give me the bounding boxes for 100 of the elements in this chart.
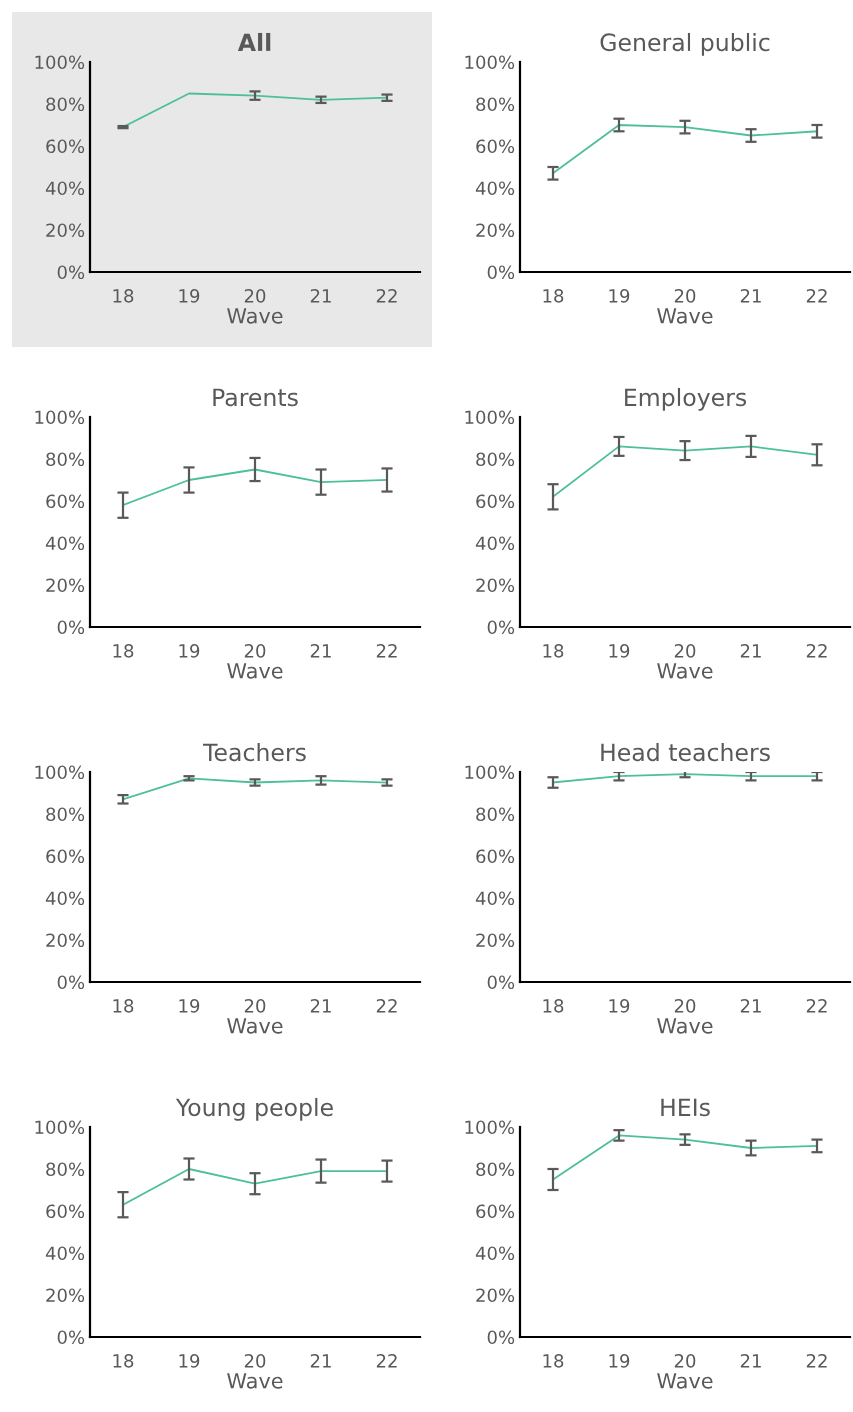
y-tick-label: 80%: [476, 807, 515, 822]
x-tick-label: 18: [543, 288, 564, 303]
y-tick-label: 100%: [35, 410, 85, 425]
chart-title: Employers: [625, 387, 747, 411]
y-tick-label: 60%: [46, 849, 85, 864]
y-tick-label: 40%: [45, 181, 85, 196]
x-tick-label: 22: [376, 643, 397, 658]
x-tick-label: 21: [310, 1353, 331, 1368]
x-tick-label: 21: [740, 998, 761, 1013]
x-tick-label: 21: [310, 288, 331, 303]
x-tick-label: 19: [179, 1353, 200, 1368]
y-tick-label: 20%: [476, 223, 515, 238]
chart-title: HEIs: [661, 1098, 710, 1117]
y-tick-label: 40%: [475, 1246, 515, 1261]
x-tick-label: 19: [609, 288, 630, 303]
y-tick-label: 20%: [46, 578, 85, 593]
x-tick-label: 18: [543, 998, 564, 1013]
x-tick-label: 22: [376, 288, 397, 303]
x-axis-title: Wave: [657, 308, 713, 324]
x-axis-title: Wave: [227, 663, 283, 679]
x-tick-label: 20: [244, 1353, 266, 1368]
x-tick-label: 20: [244, 643, 266, 658]
x-tick-label: 22: [806, 998, 827, 1013]
y-tick-label: 0%: [487, 265, 515, 280]
x-tick-label: 21: [740, 1353, 761, 1368]
x-axis-title: Wave: [227, 1373, 283, 1389]
chart-title: Young people: [175, 1097, 333, 1121]
y-tick-label: 20%: [46, 933, 85, 948]
x-tick-label: 18: [113, 998, 134, 1013]
y-tick-label: 60%: [46, 494, 85, 509]
x-tick-label: 20: [674, 998, 696, 1013]
y-tick-label: 80%: [46, 97, 85, 112]
x-tick-label: 21: [740, 288, 761, 303]
y-tick-label: 40%: [45, 1246, 85, 1261]
y-tick-label: 0%: [487, 1330, 515, 1345]
y-tick-label: 80%: [46, 807, 85, 822]
y-tick-label: 60%: [476, 1204, 515, 1219]
y-tick-label: 80%: [476, 97, 515, 112]
x-tick-label: 19: [609, 998, 630, 1013]
x-tick-label: 18: [543, 643, 564, 658]
x-tick-label: 18: [113, 1353, 134, 1368]
x-tick-label: 20: [244, 288, 266, 303]
y-tick-label: 40%: [475, 181, 515, 196]
x-axis-title: Wave: [227, 1018, 283, 1034]
y-tick-label: 80%: [46, 452, 85, 467]
x-tick-label: 19: [609, 1353, 630, 1368]
y-tick-label: 40%: [475, 536, 515, 551]
x-tick-label: 18: [113, 288, 134, 303]
y-tick-label: 100%: [35, 55, 85, 70]
x-tick-label: 21: [310, 643, 331, 658]
y-tick-label: 20%: [476, 1288, 515, 1303]
chart-title: All: [237, 32, 271, 51]
y-tick-label: 20%: [476, 933, 515, 948]
x-tick-label: 20: [674, 288, 696, 303]
y-tick-label: 60%: [46, 139, 85, 154]
x-axis-title: Wave: [657, 1018, 713, 1034]
y-tick-label: 100%: [465, 55, 515, 70]
y-tick-label: 20%: [46, 223, 85, 238]
y-tick-label: 60%: [476, 139, 515, 154]
y-tick-label: 100%: [465, 1120, 515, 1135]
y-tick-label: 40%: [475, 891, 515, 906]
x-tick-label: 19: [179, 998, 200, 1013]
chart-title: General public: [600, 32, 770, 56]
y-tick-label: 100%: [465, 410, 515, 425]
x-tick-label: 20: [674, 1353, 696, 1368]
y-tick-label: 80%: [476, 452, 515, 467]
y-tick-label: 20%: [46, 1288, 85, 1303]
chart-title: Head teachers: [601, 742, 770, 762]
y-tick-label: 100%: [465, 765, 515, 780]
x-tick-label: 20: [674, 643, 696, 658]
y-tick-label: 0%: [57, 620, 85, 635]
x-tick-label: 22: [806, 643, 827, 658]
y-tick-label: 0%: [487, 975, 515, 990]
y-tick-label: 0%: [57, 265, 85, 280]
x-tick-label: 22: [806, 288, 827, 303]
x-axis-title: Wave: [227, 308, 283, 324]
x-tick-label: 22: [376, 1353, 397, 1368]
y-tick-label: 60%: [476, 849, 515, 864]
x-tick-label: 18: [113, 643, 134, 658]
x-tick-label: 18: [543, 1353, 564, 1368]
chart-title: Parents: [213, 388, 298, 407]
x-axis-title: Wave: [657, 1373, 713, 1389]
y-tick-label: 0%: [57, 1330, 85, 1345]
y-tick-label: 40%: [45, 536, 85, 551]
x-tick-label: 21: [740, 643, 761, 658]
x-tick-label: 19: [179, 643, 200, 658]
chart-title: Teachers: [202, 742, 306, 762]
y-tick-label: 60%: [476, 494, 515, 509]
y-tick-label: 20%: [476, 578, 515, 593]
y-tick-label: 40%: [45, 891, 85, 906]
y-tick-label: 0%: [487, 620, 515, 635]
x-tick-label: 22: [376, 998, 397, 1013]
y-tick-label: 60%: [46, 1204, 85, 1219]
x-tick-label: 20: [244, 998, 266, 1013]
x-tick-label: 22: [806, 1353, 827, 1368]
x-tick-label: 21: [310, 998, 331, 1013]
x-tick-label: 19: [179, 288, 200, 303]
y-tick-label: 100%: [35, 1120, 85, 1135]
y-tick-label: 80%: [46, 1162, 85, 1177]
y-tick-label: 80%: [476, 1162, 515, 1177]
